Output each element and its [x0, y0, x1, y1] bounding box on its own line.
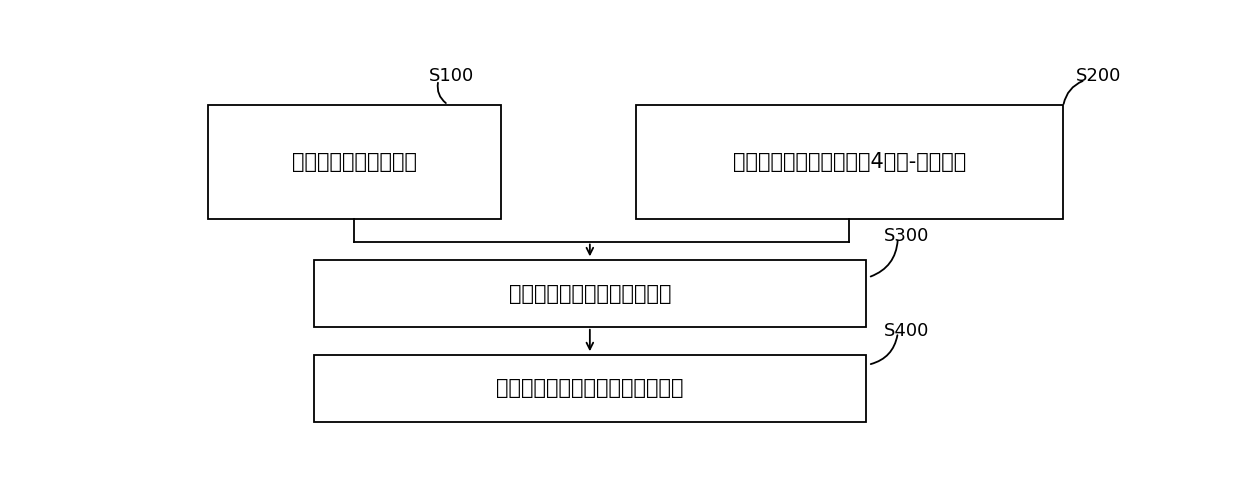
Bar — [635, 105, 1063, 218]
Text: 将氧化铝陶瓷进行球磨: 将氧化铝陶瓷进行球磨 — [291, 152, 417, 172]
Bar — [314, 260, 866, 327]
Text: S400: S400 — [883, 321, 929, 340]
Bar — [208, 105, 501, 218]
Text: 将浆料施加在基膜的至少一部分上: 将浆料施加在基膜的至少一部分上 — [496, 379, 683, 398]
Text: S100: S100 — [429, 67, 474, 85]
Bar — [314, 355, 866, 422]
Text: 将氧化铝陶瓷粉料与胶液共混: 将氧化铝陶瓷粉料与胶液共混 — [508, 283, 671, 304]
Text: 将粘结剂与有机溶剂和聚4乙烯-吡啶混合: 将粘结剂与有机溶剂和聚4乙烯-吡啶混合 — [733, 152, 966, 172]
Text: S200: S200 — [1075, 67, 1121, 85]
Text: S300: S300 — [883, 227, 929, 245]
